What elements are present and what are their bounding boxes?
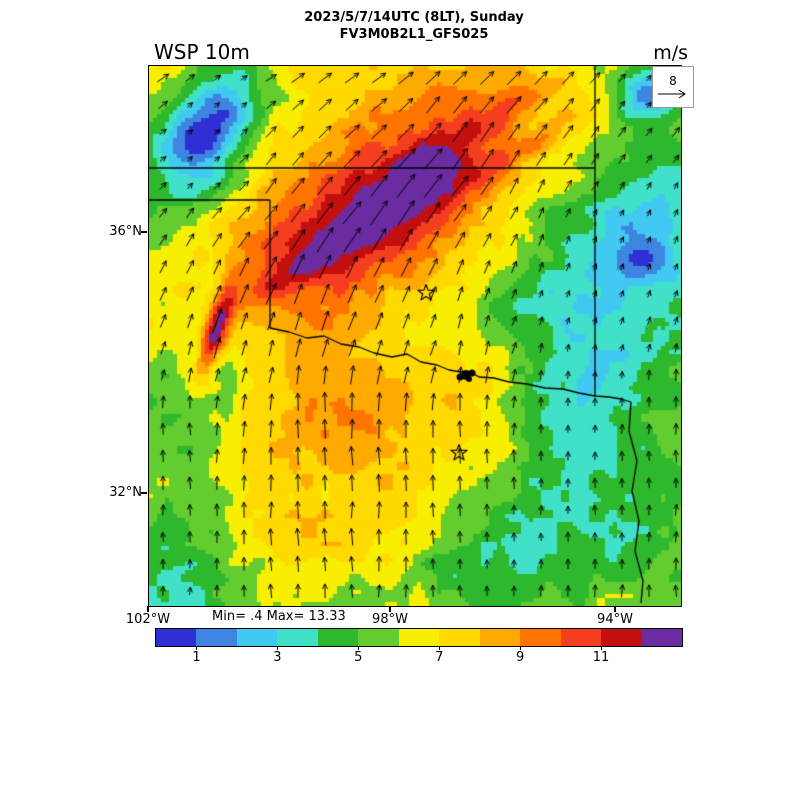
map-area [148,65,682,607]
axis-tick-98w [389,606,391,612]
colorbar-tickmark [277,646,279,650]
variable-label: WSP 10m [154,40,250,64]
plot-title-model: FV3M0B2L1_GFS025 [339,27,489,42]
colorbar-tickmark [196,646,198,650]
colorbar-tickmark [520,646,522,650]
colorbar-segment [236,629,278,646]
axis-tick-94w [614,606,616,612]
lon-label-98w: 98°W [372,612,408,627]
colorbar: 1 3 5 7 9 11 [155,628,683,665]
reference-vector-value: 8 [669,74,677,88]
colorbar-segment [358,629,399,646]
axis-tick-36n [141,231,147,233]
axis-tick-32n [141,492,147,494]
colorbar-tickmark [439,646,441,650]
colorbar-segment [601,629,642,646]
colorbar-tick-row: 1 3 5 7 9 11 [156,646,682,670]
colorbar-tick-label: 11 [592,650,610,665]
lat-label-36n: 36°N [109,224,142,239]
lon-label-102w: 102°W [125,612,171,627]
colorbar-segment [560,629,602,646]
units-label: m/s [653,42,688,64]
colorbar-tick-label: 1 [192,650,201,665]
min-max-stats: Min= .4 Max= 13.33 [212,609,346,624]
colorbar-tick-label: 3 [273,650,282,665]
colorbar-segment [439,629,480,646]
lat-label-32n: 32°N [109,485,142,500]
colorbar-segment [317,629,359,646]
colorbar-segment [196,629,237,646]
colorbar-tickmark [601,646,603,650]
colorbar-tick-label: 5 [354,650,363,665]
colorbar-tick-label: 9 [516,650,525,665]
plot-title-datetime: 2023/5/7/14UTC (8LT), Sunday [304,10,524,25]
lon-label-94w: 94°W [597,612,633,627]
reference-arrow-icon [658,89,686,99]
colorbar-tickmark [358,646,360,650]
reference-vector-box: 8 [652,66,694,108]
colorbar-segment [479,629,521,646]
colorbar-segment [520,629,561,646]
colorbar-tick-label: 7 [435,650,444,665]
colorbar-segment [398,629,440,646]
colorbar-segment [277,629,318,646]
wind-speed-field-canvas [149,66,681,606]
axis-tick-102w [147,606,149,612]
colorbar-segment [641,629,683,646]
colorbar-segments [156,629,683,646]
colorbar-segment [156,629,197,646]
